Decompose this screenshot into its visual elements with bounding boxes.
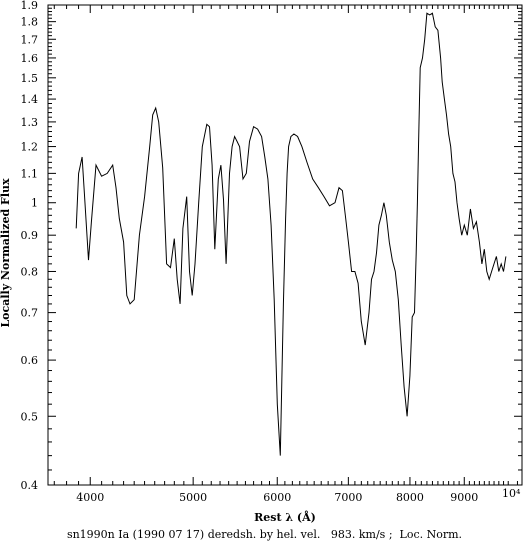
y-tick-label: 0.7: [21, 307, 39, 320]
spectrum-line: [75, 12, 507, 456]
y-axis-label: Locally Normalized Flux: [0, 178, 12, 328]
y-tick-label: 1.2: [21, 141, 39, 154]
y-tick-label: 1: [31, 197, 38, 210]
y-axis-ticks: 0.4 0.5 0.6 0.7 0.8 0.9 1 1.1 1.2 1.3 1.4 1.5 1.6 1.7…: [21, 0, 522, 492]
x-tick-label: 9000: [450, 491, 478, 504]
x-axis-multiplier-label: 10⁴: [502, 487, 521, 500]
y-tick-label: 0.6: [21, 354, 39, 367]
y-tick-label: 0.5: [21, 410, 39, 423]
y-tick-label: 1.5: [21, 72, 39, 85]
y-tick-label: 1.6: [21, 52, 39, 65]
x-tick-label: 8000: [396, 491, 424, 504]
y-tick-label: 1.8: [21, 16, 39, 29]
y-tick-label: 0.9: [21, 229, 39, 242]
x-axis-ticks: 4000 5000 6000 7000 8000 9000: [53, 5, 523, 504]
x-tick-label: 6000: [263, 491, 291, 504]
y-tick-label: 0.8: [21, 265, 39, 278]
y-tick-label: 0.4: [21, 479, 39, 492]
y-tick-label: 1.9: [21, 0, 39, 12]
y-tick-label: 1.1: [21, 167, 39, 180]
x-axis-label: Rest λ (Å): [254, 510, 316, 524]
y-tick-label: 1.7: [21, 33, 39, 46]
x-tick-label: 4000: [76, 491, 104, 504]
x-tick-label: 7000: [334, 491, 362, 504]
x-tick-label: 5000: [179, 491, 207, 504]
y-tick-label: 1.4: [21, 93, 39, 106]
y-tick-label: 1.3: [21, 116, 39, 129]
figure-caption: sn1990n Ia (1990 07 17) deredsh. by hel.…: [66, 528, 463, 541]
